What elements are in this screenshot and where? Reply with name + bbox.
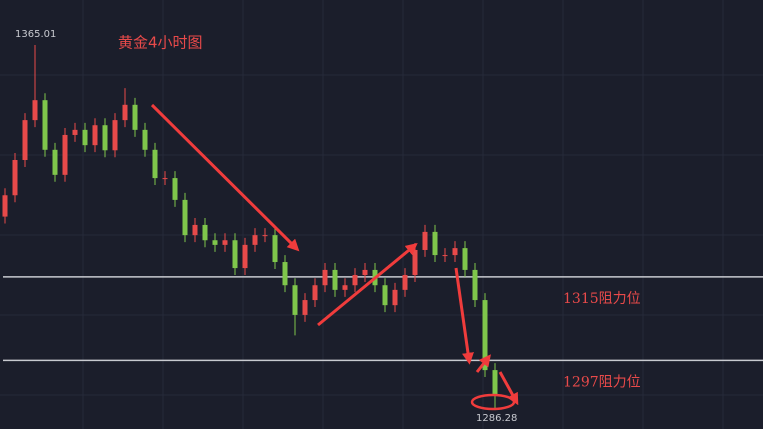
- chart-title: 黄金4小时图: [118, 34, 203, 52]
- candle-body: [232, 240, 238, 269]
- candle-body: [472, 269, 478, 301]
- candle-body: [282, 262, 288, 286]
- candle-body: [142, 129, 148, 150]
- candle-body: [182, 199, 188, 236]
- candle-body: [272, 235, 278, 263]
- candle-body: [192, 224, 198, 236]
- candle-body: [22, 120, 28, 161]
- candle-body: [132, 104, 138, 130]
- candle-body: [432, 231, 438, 256]
- candle-body: [352, 275, 358, 286]
- candle-body: [462, 248, 468, 270]
- candle-body: [452, 248, 458, 256]
- min-price-label: 1286.28: [476, 413, 517, 424]
- candle-body: [42, 100, 48, 150]
- candle-body: [412, 249, 418, 276]
- candle-body: [102, 125, 108, 151]
- candle-body: [112, 120, 118, 151]
- candle-body: [92, 125, 98, 146]
- candle-body: [442, 255, 448, 257]
- candle-body: [322, 269, 328, 286]
- candle-body: [342, 285, 348, 290]
- candle-body: [302, 300, 308, 315]
- candle-body: [212, 240, 218, 245]
- candle-body: [262, 235, 268, 237]
- candle-body: [52, 149, 58, 175]
- candle-body: [252, 235, 258, 245]
- resistance-label: 1315阻力位: [563, 291, 641, 307]
- candle-body: [482, 300, 488, 371]
- candle-body: [332, 269, 338, 290]
- candle-body: [202, 224, 208, 241]
- plot: 1315阻力位 1297阻力位 1365.01 1286.28: [2, 29, 763, 424]
- candle-body: [122, 104, 128, 121]
- candle-body: [62, 134, 68, 175]
- candle-body: [32, 100, 38, 121]
- max-price-label: 1365.01: [15, 29, 56, 40]
- annotation-arrows: [150, 103, 519, 411]
- candle-body: [72, 129, 78, 135]
- candle-body: [2, 195, 8, 217]
- candle-body: [242, 244, 248, 269]
- candle-body: [422, 231, 428, 250]
- candle-body: [152, 149, 158, 179]
- candle-body: [12, 160, 18, 196]
- candle-body: [312, 285, 318, 301]
- resistance-label: 1297阻力位: [563, 374, 641, 390]
- candle-body: [392, 289, 398, 306]
- candle-body: [382, 285, 388, 306]
- candle-body: [292, 285, 298, 315]
- candle-body: [492, 370, 498, 396]
- candle-body: [172, 178, 178, 200]
- candle-body: [82, 129, 88, 146]
- candle-body: [162, 178, 168, 180]
- candle-body: [222, 240, 228, 245]
- candle-body: [402, 275, 408, 290]
- candle-body: [362, 269, 368, 276]
